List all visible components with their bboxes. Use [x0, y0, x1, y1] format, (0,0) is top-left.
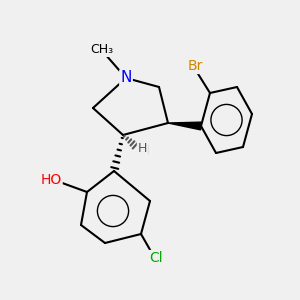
- Text: Cl: Cl: [149, 251, 163, 265]
- Text: H: H: [139, 143, 149, 157]
- Text: HO: HO: [40, 173, 61, 187]
- Text: H: H: [138, 142, 147, 155]
- Text: N: N: [120, 70, 132, 86]
- Text: Br: Br: [187, 59, 203, 73]
- Polygon shape: [168, 122, 201, 130]
- Text: CH₃: CH₃: [90, 43, 114, 56]
